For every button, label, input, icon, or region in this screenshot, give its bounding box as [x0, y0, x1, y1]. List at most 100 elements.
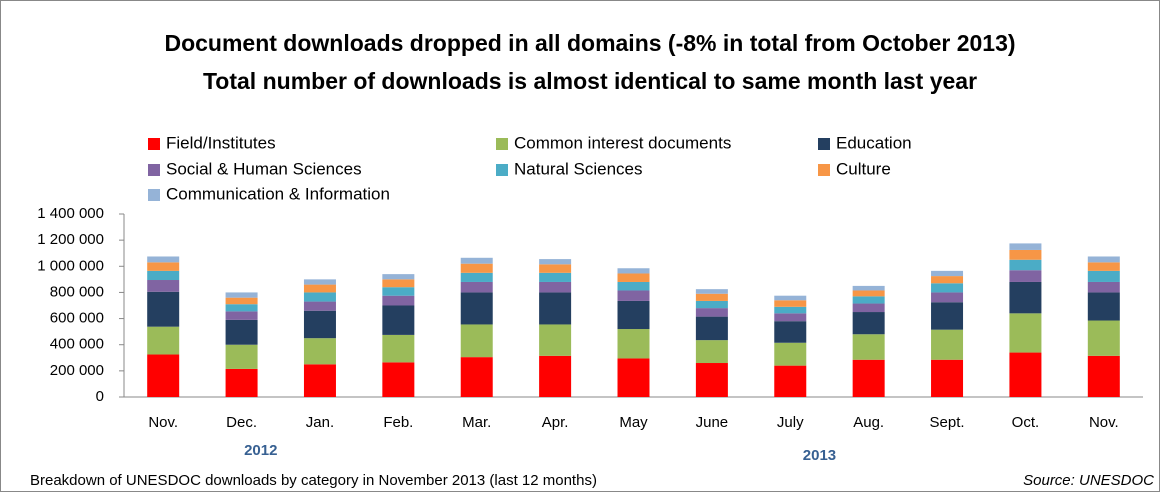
bar-segment	[931, 329, 964, 360]
bar-segment	[225, 368, 258, 397]
y-tick-label: 600 000	[50, 310, 104, 327]
bar-segment	[774, 295, 807, 301]
legend-label: Common interest documents	[514, 133, 731, 152]
legend-label: Culture	[836, 159, 891, 178]
bar-segment	[147, 270, 180, 281]
bar-segment	[147, 354, 180, 397]
year-label: 2013	[803, 447, 836, 464]
bar-segment	[303, 310, 336, 339]
bar-segment	[539, 281, 572, 293]
x-tick-label: Dec.	[226, 414, 257, 431]
bar-segment	[147, 291, 180, 327]
bar-segment	[460, 281, 493, 293]
bar-segment	[695, 363, 728, 397]
bar-segment	[1087, 281, 1120, 293]
bar-segment	[852, 296, 885, 304]
bar-segment	[617, 300, 650, 330]
bar-segment	[539, 272, 572, 282]
x-tick-label: Apr.	[542, 414, 569, 431]
bar-segment	[303, 364, 336, 397]
x-tick-label: May	[619, 414, 648, 431]
bar-segment	[695, 293, 728, 301]
footnote: Breakdown of UNESDOC downloads by catego…	[30, 472, 597, 489]
legend-swatch	[148, 138, 160, 150]
bar-segment	[303, 301, 336, 311]
bar-segment	[695, 340, 728, 364]
chart-title: Document downloads dropped in all domain…	[164, 30, 1015, 56]
bar-segment	[931, 283, 964, 293]
y-tick-label: 800 000	[50, 283, 104, 300]
bar-segment	[225, 297, 258, 305]
bar-segment	[774, 313, 807, 322]
bar-segment	[852, 334, 885, 360]
y-tick-label: 1 400 000	[37, 205, 104, 222]
bar-segment	[460, 263, 493, 273]
bar-segment	[931, 292, 964, 303]
bar-segment	[382, 287, 415, 296]
bar-segment	[1087, 256, 1120, 263]
bar-segment	[225, 319, 258, 345]
bar-segment	[774, 306, 807, 314]
bar-segment	[852, 290, 885, 297]
bar-segment	[460, 257, 493, 264]
legend-swatch	[496, 138, 508, 150]
x-tick-label: Sept.	[930, 414, 965, 431]
chart-subtitle: Total number of downloads is almost iden…	[203, 68, 977, 94]
x-tick-label: Mar.	[462, 414, 491, 431]
bar-segment	[1087, 355, 1120, 397]
legend-swatch	[818, 138, 830, 150]
bar-segment	[225, 311, 258, 320]
bar-segment	[774, 321, 807, 343]
bar-segment	[382, 295, 415, 306]
bar-segment	[1009, 259, 1042, 271]
bar-segment	[539, 259, 572, 265]
bar-segment	[539, 324, 572, 356]
bar-segment	[852, 359, 885, 397]
bar-segment	[695, 308, 728, 317]
bar-segment	[695, 300, 728, 309]
legend-label: Education	[836, 133, 912, 152]
bar-segment	[852, 285, 885, 291]
bar-segment	[852, 312, 885, 335]
bar-segment	[774, 300, 807, 307]
bar-segment	[617, 273, 650, 282]
bar-segment	[382, 279, 415, 288]
bar-segment	[303, 279, 336, 285]
bar-segment	[460, 357, 493, 397]
legend-label: Communication & Information	[166, 184, 390, 203]
bar-segment	[695, 316, 728, 341]
y-tick-label: 1 200 000	[37, 231, 104, 248]
bar-segment	[460, 272, 493, 282]
legend-swatch	[496, 164, 508, 176]
bar-segment	[460, 324, 493, 358]
bar-segment	[1087, 262, 1120, 271]
bar-segment	[382, 305, 415, 335]
bar-segment	[1009, 281, 1042, 314]
bar-segment	[303, 284, 336, 293]
x-tick-label: Jan.	[306, 414, 334, 431]
y-tick-label: 0	[96, 388, 104, 405]
bar-segment	[774, 365, 807, 397]
bar-segment	[1087, 292, 1120, 321]
x-tick-label: Aug.	[853, 414, 884, 431]
bar-segment	[931, 302, 964, 330]
bar-segment	[852, 303, 885, 313]
y-tick-label: 200 000	[50, 362, 104, 379]
bar-segment	[1009, 243, 1042, 250]
source: Source: UNESDOC	[1023, 472, 1154, 489]
bar-segment	[225, 344, 258, 369]
bar-segment	[147, 326, 180, 355]
bar-segment	[695, 289, 728, 294]
bar-segment	[617, 290, 650, 301]
y-tick-label: 1 000 000	[37, 257, 104, 274]
bar-segment	[147, 262, 180, 271]
bar-segment	[1009, 270, 1042, 282]
bar-segment	[539, 292, 572, 325]
legend-swatch	[148, 189, 160, 201]
bar-segment	[1009, 249, 1042, 260]
x-tick-label: Oct.	[1012, 414, 1040, 431]
bar-segment	[225, 304, 258, 312]
year-label: 2012	[244, 442, 277, 459]
bar-segment	[931, 359, 964, 397]
bar-segment	[539, 355, 572, 397]
